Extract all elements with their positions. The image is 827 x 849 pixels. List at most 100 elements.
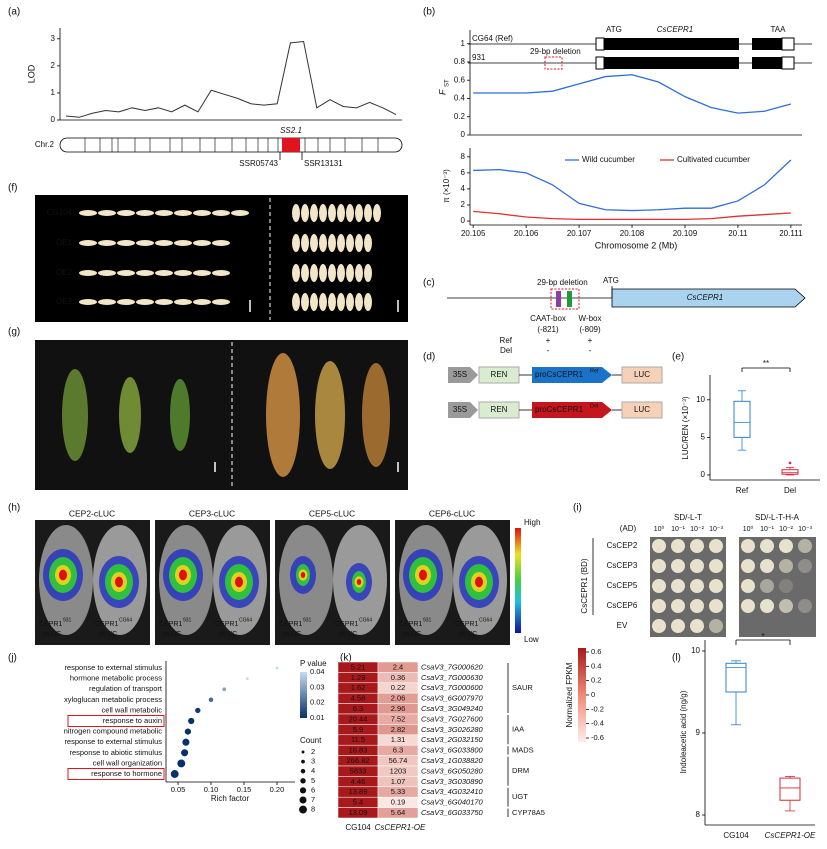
term-dot	[222, 687, 227, 692]
legend-tick: 0.03	[310, 682, 325, 691]
panel-label: (a)	[8, 7, 20, 18]
cell-value: 5833	[350, 766, 367, 775]
term-dot	[208, 697, 214, 703]
dilution-label: 10⁻³	[709, 526, 723, 533]
seed	[355, 204, 363, 222]
size-key	[300, 768, 306, 774]
gene-id: CsaV3_6G033800	[421, 746, 484, 755]
y-label: Indoleacetic acid (ng/g)	[679, 690, 688, 773]
utr	[781, 37, 795, 51]
signal	[115, 576, 123, 588]
cell-value: 5.21	[351, 662, 366, 671]
term-label: xyloglucan metabolic process	[64, 695, 162, 704]
row-label: Del	[500, 346, 512, 355]
utr	[595, 37, 605, 51]
seed	[364, 234, 372, 252]
y-tick-label: 0	[51, 115, 56, 124]
seed	[292, 264, 300, 282]
seed	[301, 293, 309, 311]
y-label: F	[437, 89, 447, 95]
fruit	[266, 353, 300, 477]
colony	[652, 559, 666, 573]
cell-value: 2.06	[391, 694, 406, 703]
colony	[741, 579, 755, 593]
seed	[310, 204, 318, 222]
colony	[798, 539, 812, 553]
y-tick-label: 10	[691, 646, 700, 655]
y-tick-label: 0.8	[454, 57, 466, 66]
seed	[337, 204, 345, 222]
colony	[690, 619, 704, 633]
dilution-label: 10⁰	[743, 525, 754, 533]
cell-value: 5.64	[391, 808, 406, 817]
stage-label: 15 DAA	[118, 347, 146, 356]
construct-label: CEPR1	[215, 621, 238, 628]
line-label: CG104	[270, 477, 296, 486]
box	[733, 400, 751, 438]
colony	[760, 539, 774, 553]
element-position: (-821)	[537, 325, 559, 334]
colony	[709, 619, 723, 633]
presence: +	[588, 336, 593, 345]
y-tick-label: 6	[461, 168, 466, 177]
construct-label: proCsCEPR1	[535, 370, 584, 379]
legend-tick: 0.02	[310, 698, 325, 707]
legend-tick: 0.01	[310, 713, 325, 722]
construct-sup: CG64	[359, 617, 372, 623]
legend-tick-label: 0	[591, 690, 595, 699]
panel-label: (l)	[672, 653, 681, 664]
y-tick-label: 0	[701, 470, 706, 479]
dilution-label: 10⁻³	[798, 526, 812, 533]
seed	[292, 234, 300, 252]
outlier	[788, 461, 792, 465]
panel-label: (k)	[340, 653, 352, 664]
line-label: OE1	[56, 238, 73, 247]
x-tick-label: 20.111	[779, 229, 803, 238]
group-label: IAA	[512, 725, 524, 734]
seed	[337, 264, 345, 282]
construct-label: -nLUC	[401, 631, 421, 638]
construct-sup: 931	[63, 617, 72, 623]
marker-label: SSR13131	[304, 159, 343, 168]
cell-value: 13.09	[349, 808, 368, 817]
seed	[174, 299, 192, 305]
signal	[300, 572, 306, 578]
seed	[328, 234, 336, 252]
panel-label: (j)	[8, 653, 17, 664]
gene-name: CsCEPR1	[657, 25, 693, 34]
seed	[79, 270, 97, 276]
colony	[671, 599, 685, 613]
x-label: Rich factor	[211, 794, 250, 803]
x-tick-label: Del	[784, 486, 796, 495]
exon	[604, 57, 739, 69]
term-dot	[188, 717, 195, 725]
seed	[136, 270, 154, 276]
seed	[292, 293, 300, 311]
seed	[155, 299, 173, 305]
seed	[364, 204, 372, 222]
legend-tick: 5	[311, 776, 315, 785]
cell-value: 2.82	[391, 725, 406, 734]
row-label: CsCEP3	[607, 561, 638, 570]
fruit	[62, 369, 88, 461]
panel-label: (e)	[672, 352, 684, 363]
gene-id: CsaV3_6G033750	[421, 808, 484, 817]
line-label: OE2	[368, 477, 385, 486]
row-label: CsCEP6	[607, 601, 638, 610]
signal	[475, 576, 483, 588]
seed	[328, 204, 336, 222]
y-tick-label: 1	[461, 39, 466, 48]
cell-value: 11.5	[351, 735, 365, 744]
gene-name: CsCEPR1	[687, 293, 723, 302]
line-label: CG104	[62, 477, 88, 486]
ad-label: (AD)	[620, 524, 637, 533]
term-dot	[184, 728, 192, 735]
colony	[652, 579, 666, 593]
x-tick-label: 0.20	[270, 785, 285, 794]
y-tick-label: 5	[701, 432, 706, 441]
construct-sup: CG64	[119, 617, 132, 623]
box	[781, 469, 799, 475]
term-label: response to external stimulus	[64, 737, 162, 746]
term-label: response to hormone	[91, 769, 162, 778]
seed	[337, 234, 345, 252]
